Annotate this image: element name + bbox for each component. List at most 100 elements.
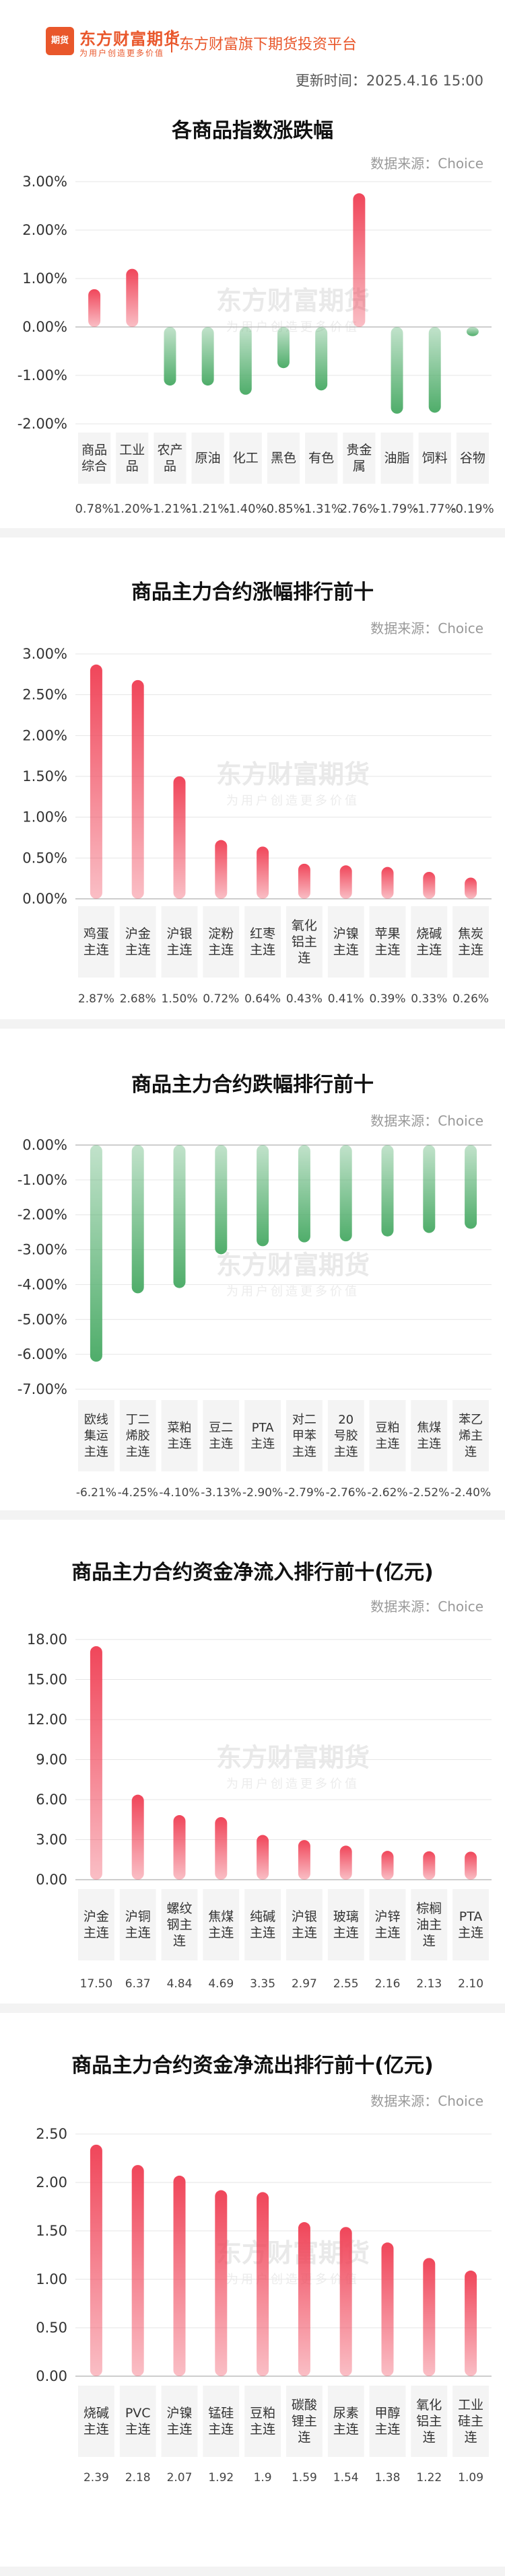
y-tick-label: -7.00% [18, 1381, 67, 1397]
bar-5 [239, 327, 252, 395]
y-tick-label: 3.00 [36, 1832, 67, 1848]
bar-9 [423, 1851, 436, 1880]
value-label: 2.55 [333, 1977, 359, 1991]
category-label-bg [343, 433, 376, 484]
bar-7 [339, 2227, 352, 2376]
y-tick-label: 2.50% [22, 687, 67, 703]
category-label: 化工 [233, 451, 259, 466]
category-label: 黑色 [271, 451, 296, 466]
bar-1 [90, 2144, 102, 2376]
category-label-bg [327, 2386, 364, 2457]
category-label-bg [244, 1400, 281, 1471]
category-label-bg [369, 906, 406, 978]
y-tick-label: 15.00 [27, 1672, 67, 1688]
bar-8 [353, 193, 366, 327]
y-tick-label: -2.00% [18, 416, 67, 432]
section-separator [0, 1510, 505, 1520]
y-tick-label: 0.00% [22, 1137, 67, 1153]
category-label: 谷物 [460, 451, 485, 466]
category-label: 沪镍主连 [333, 926, 359, 957]
category-label-bg [78, 906, 114, 978]
bar-6 [298, 1840, 310, 1880]
value-label: 2.13 [416, 1977, 442, 1991]
category-label-bg [78, 433, 111, 484]
category-label-bg [286, 2386, 323, 2457]
y-tick-label: 0.00% [22, 319, 67, 335]
bar-4 [215, 1145, 228, 1255]
y-tick-label: 0.00 [36, 1872, 67, 1888]
category-label: 沪铜主连 [125, 1909, 151, 1940]
category-label: 沪镍主连 [166, 2406, 192, 2437]
category-label-bg [305, 433, 338, 484]
category-label: PTA 主连 [458, 1909, 483, 1940]
value-label: 17.50 [80, 1977, 113, 1991]
category-label-bg [411, 906, 448, 978]
value-label: 0.78% [75, 502, 113, 516]
category-label-bg [267, 433, 300, 484]
category-label-bg [203, 2386, 240, 2457]
value-label: -4.10% [159, 1486, 199, 1500]
category-label: 苹果主连 [374, 926, 400, 957]
value-label: -4.25% [118, 1486, 158, 1500]
category-label-bg [78, 2386, 114, 2457]
category-label: 碳酸锂主连 [292, 2398, 317, 2445]
category-label: 焦炭主连 [458, 926, 483, 957]
value-label: -1.79% [376, 502, 419, 516]
bar-10 [465, 1145, 477, 1229]
header: 期货 东方财富期货 为用户创造更多价值 东方财富旗下期货投资平台 更新时间：20… [0, 0, 505, 94]
y-tick-label: 2.50 [36, 2126, 67, 2142]
category-label-bg [327, 1400, 364, 1471]
category-label-bg [369, 1400, 406, 1471]
category-label: 工业品 [119, 443, 145, 474]
chart-4-svg: 商品主力合约资金净流入排行前十(亿元) 数据来源：Choice 东方财富期货为用户创… [0, 1561, 505, 2013]
y-tick-label: -1.00% [18, 1172, 67, 1188]
y-tick-label: 2.00 [36, 2174, 67, 2191]
category-label-bg [452, 906, 489, 978]
y-tick-label: 6.00 [36, 1792, 67, 1808]
value-label: -0.19% [451, 502, 494, 516]
chart-title: 商品主力合约跌幅排行前十 [131, 1073, 374, 1097]
category-label-bg [119, 2386, 156, 2457]
value-label: 1.9 [254, 2471, 272, 2485]
bar-5 [257, 1145, 269, 1247]
value-label: 1.59 [292, 2471, 317, 2485]
bar-8 [381, 2242, 394, 2376]
category-label-bg [286, 906, 323, 978]
category-label: 菜粕主连 [168, 1421, 192, 1451]
category-label-bg [452, 2386, 489, 2457]
category-label-bg [203, 1400, 240, 1471]
value-label: 3.35 [250, 1977, 275, 1991]
category-label: 淀粉主连 [208, 926, 234, 957]
logo-name: 东方财富期货 [79, 30, 180, 48]
y-tick-label: 3.00% [22, 646, 67, 662]
category-label-bg [411, 1889, 448, 1960]
value-label: -2.62% [367, 1486, 407, 1500]
bar-3 [173, 776, 186, 899]
category-label: PTA 主连 [250, 1421, 275, 1451]
data-source-label: 数据来源：Choice [370, 1113, 483, 1129]
value-label: 1.22 [416, 2471, 442, 2485]
category-label: 苯乙烯主连 [459, 1413, 483, 1459]
category-label: 锰硅主连 [208, 2406, 234, 2437]
bar-4 [201, 327, 214, 386]
category-label: 氧化铝主连 [292, 918, 317, 965]
category-label: 沪锌主连 [374, 1909, 400, 1940]
bar-10 [465, 877, 477, 899]
chart-title: 商品主力合约涨幅排行前十 [131, 581, 374, 604]
y-tick-label: -2.00% [18, 1207, 67, 1223]
value-label: 0.33% [411, 992, 447, 1006]
category-label: 油脂 [384, 451, 410, 466]
bar-3 [164, 327, 176, 386]
category-label-bg [161, 1400, 198, 1471]
bar-6 [298, 863, 310, 899]
value-label: 0.41% [328, 992, 364, 1006]
bar-7 [339, 1145, 352, 1242]
category-label: 沪银主连 [292, 1909, 317, 1940]
category-label: 烧碱主连 [416, 926, 442, 957]
value-label: 4.84 [167, 1977, 193, 1991]
category-label: 对二甲苯主连 [292, 1413, 316, 1459]
value-label: 1.50% [161, 992, 197, 1006]
category-label: 氧化铝主连 [416, 2398, 442, 2445]
value-label: -1.21% [149, 502, 192, 516]
